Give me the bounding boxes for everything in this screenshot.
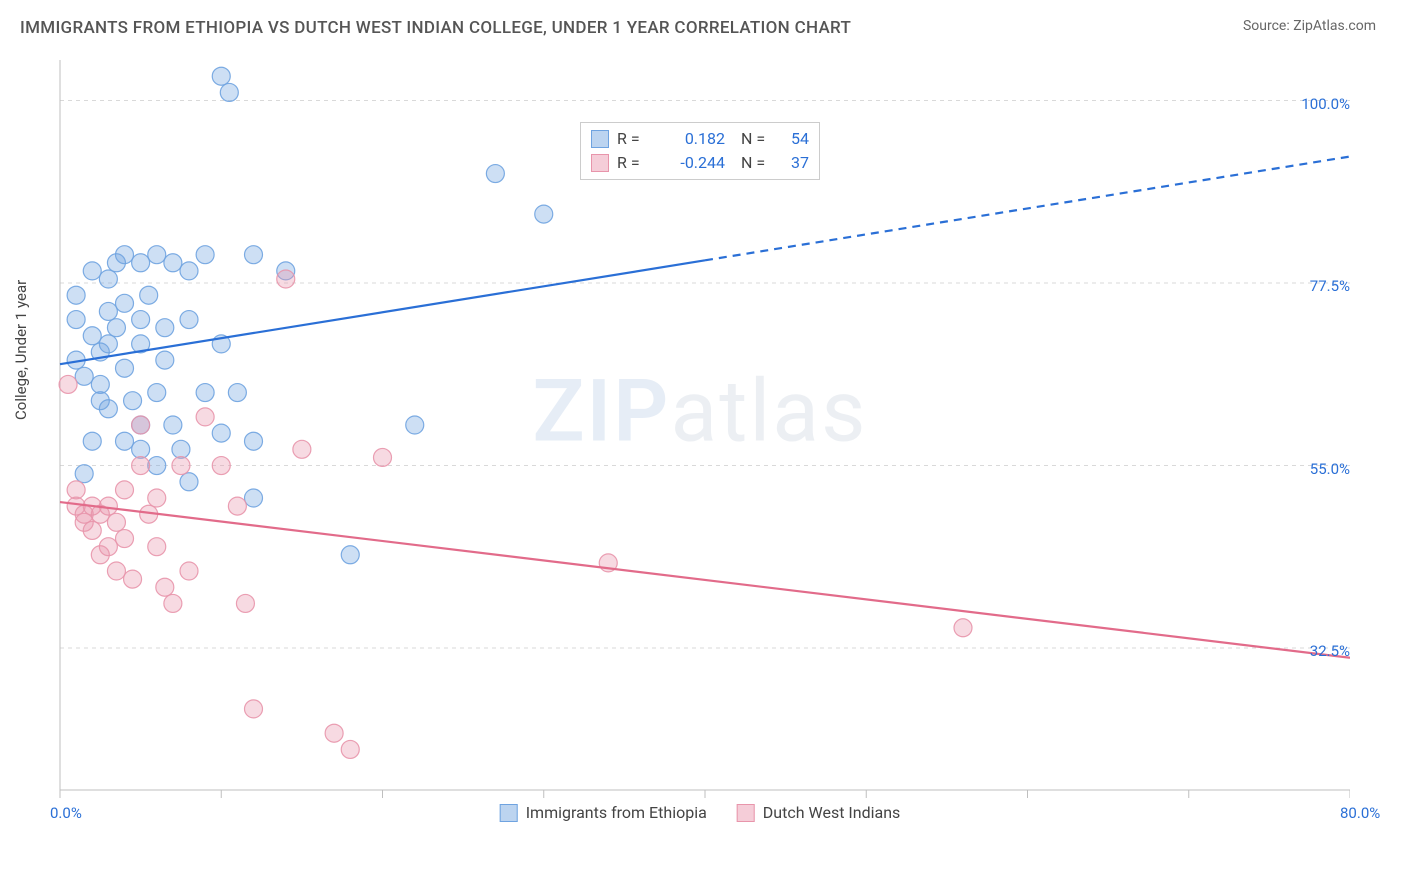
r-label: R = [617, 151, 647, 175]
r-label: R = [617, 127, 647, 151]
n-label: N = [741, 127, 771, 151]
y-tick-label: 77.5% [1310, 277, 1350, 295]
n-label: N = [741, 151, 771, 175]
r-value-ethiopia: 0.182 [655, 127, 725, 151]
swatch-dutch [737, 804, 755, 822]
swatch-dutch [591, 154, 609, 172]
x-tick-label: 0.0% [50, 804, 82, 822]
legend-row-dutch: R = -0.244 N = 37 [591, 151, 809, 175]
n-value-dutch: 37 [779, 151, 809, 175]
legend-label-dutch: Dutch West Indians [763, 803, 901, 822]
y-axis-label: College, Under 1 year [12, 280, 30, 420]
source-name: ZipAtlas.com [1293, 18, 1376, 34]
series-legend: Immigrants from Ethiopia Dutch West Indi… [500, 803, 901, 822]
y-tick-label: 32.5% [1310, 642, 1350, 660]
n-value-ethiopia: 54 [779, 127, 809, 151]
swatch-ethiopia [500, 804, 518, 822]
chart-title: IMMIGRANTS FROM ETHIOPIA VS DUTCH WEST I… [20, 18, 851, 38]
swatch-ethiopia [591, 130, 609, 148]
y-tick-label: 55.0% [1310, 460, 1350, 478]
legend-item-ethiopia: Immigrants from Ethiopia [500, 803, 707, 822]
correlation-legend: R = 0.182 N = 54 R = -0.244 N = 37 [580, 122, 820, 180]
chart-area: ZIPatlas R = 0.182 N = 54 R = -0.244 N =… [50, 60, 1350, 822]
source-attribution: Source: ZipAtlas.com [1243, 18, 1376, 34]
y-tick-label: 100.0% [1301, 95, 1350, 113]
x-tick-label: 80.0% [1340, 804, 1380, 822]
r-value-dutch: -0.244 [655, 151, 725, 175]
source-prefix: Source: [1243, 18, 1293, 34]
legend-item-dutch: Dutch West Indians [737, 803, 901, 822]
legend-row-ethiopia: R = 0.182 N = 54 [591, 127, 809, 151]
legend-label-ethiopia: Immigrants from Ethiopia [526, 803, 707, 822]
